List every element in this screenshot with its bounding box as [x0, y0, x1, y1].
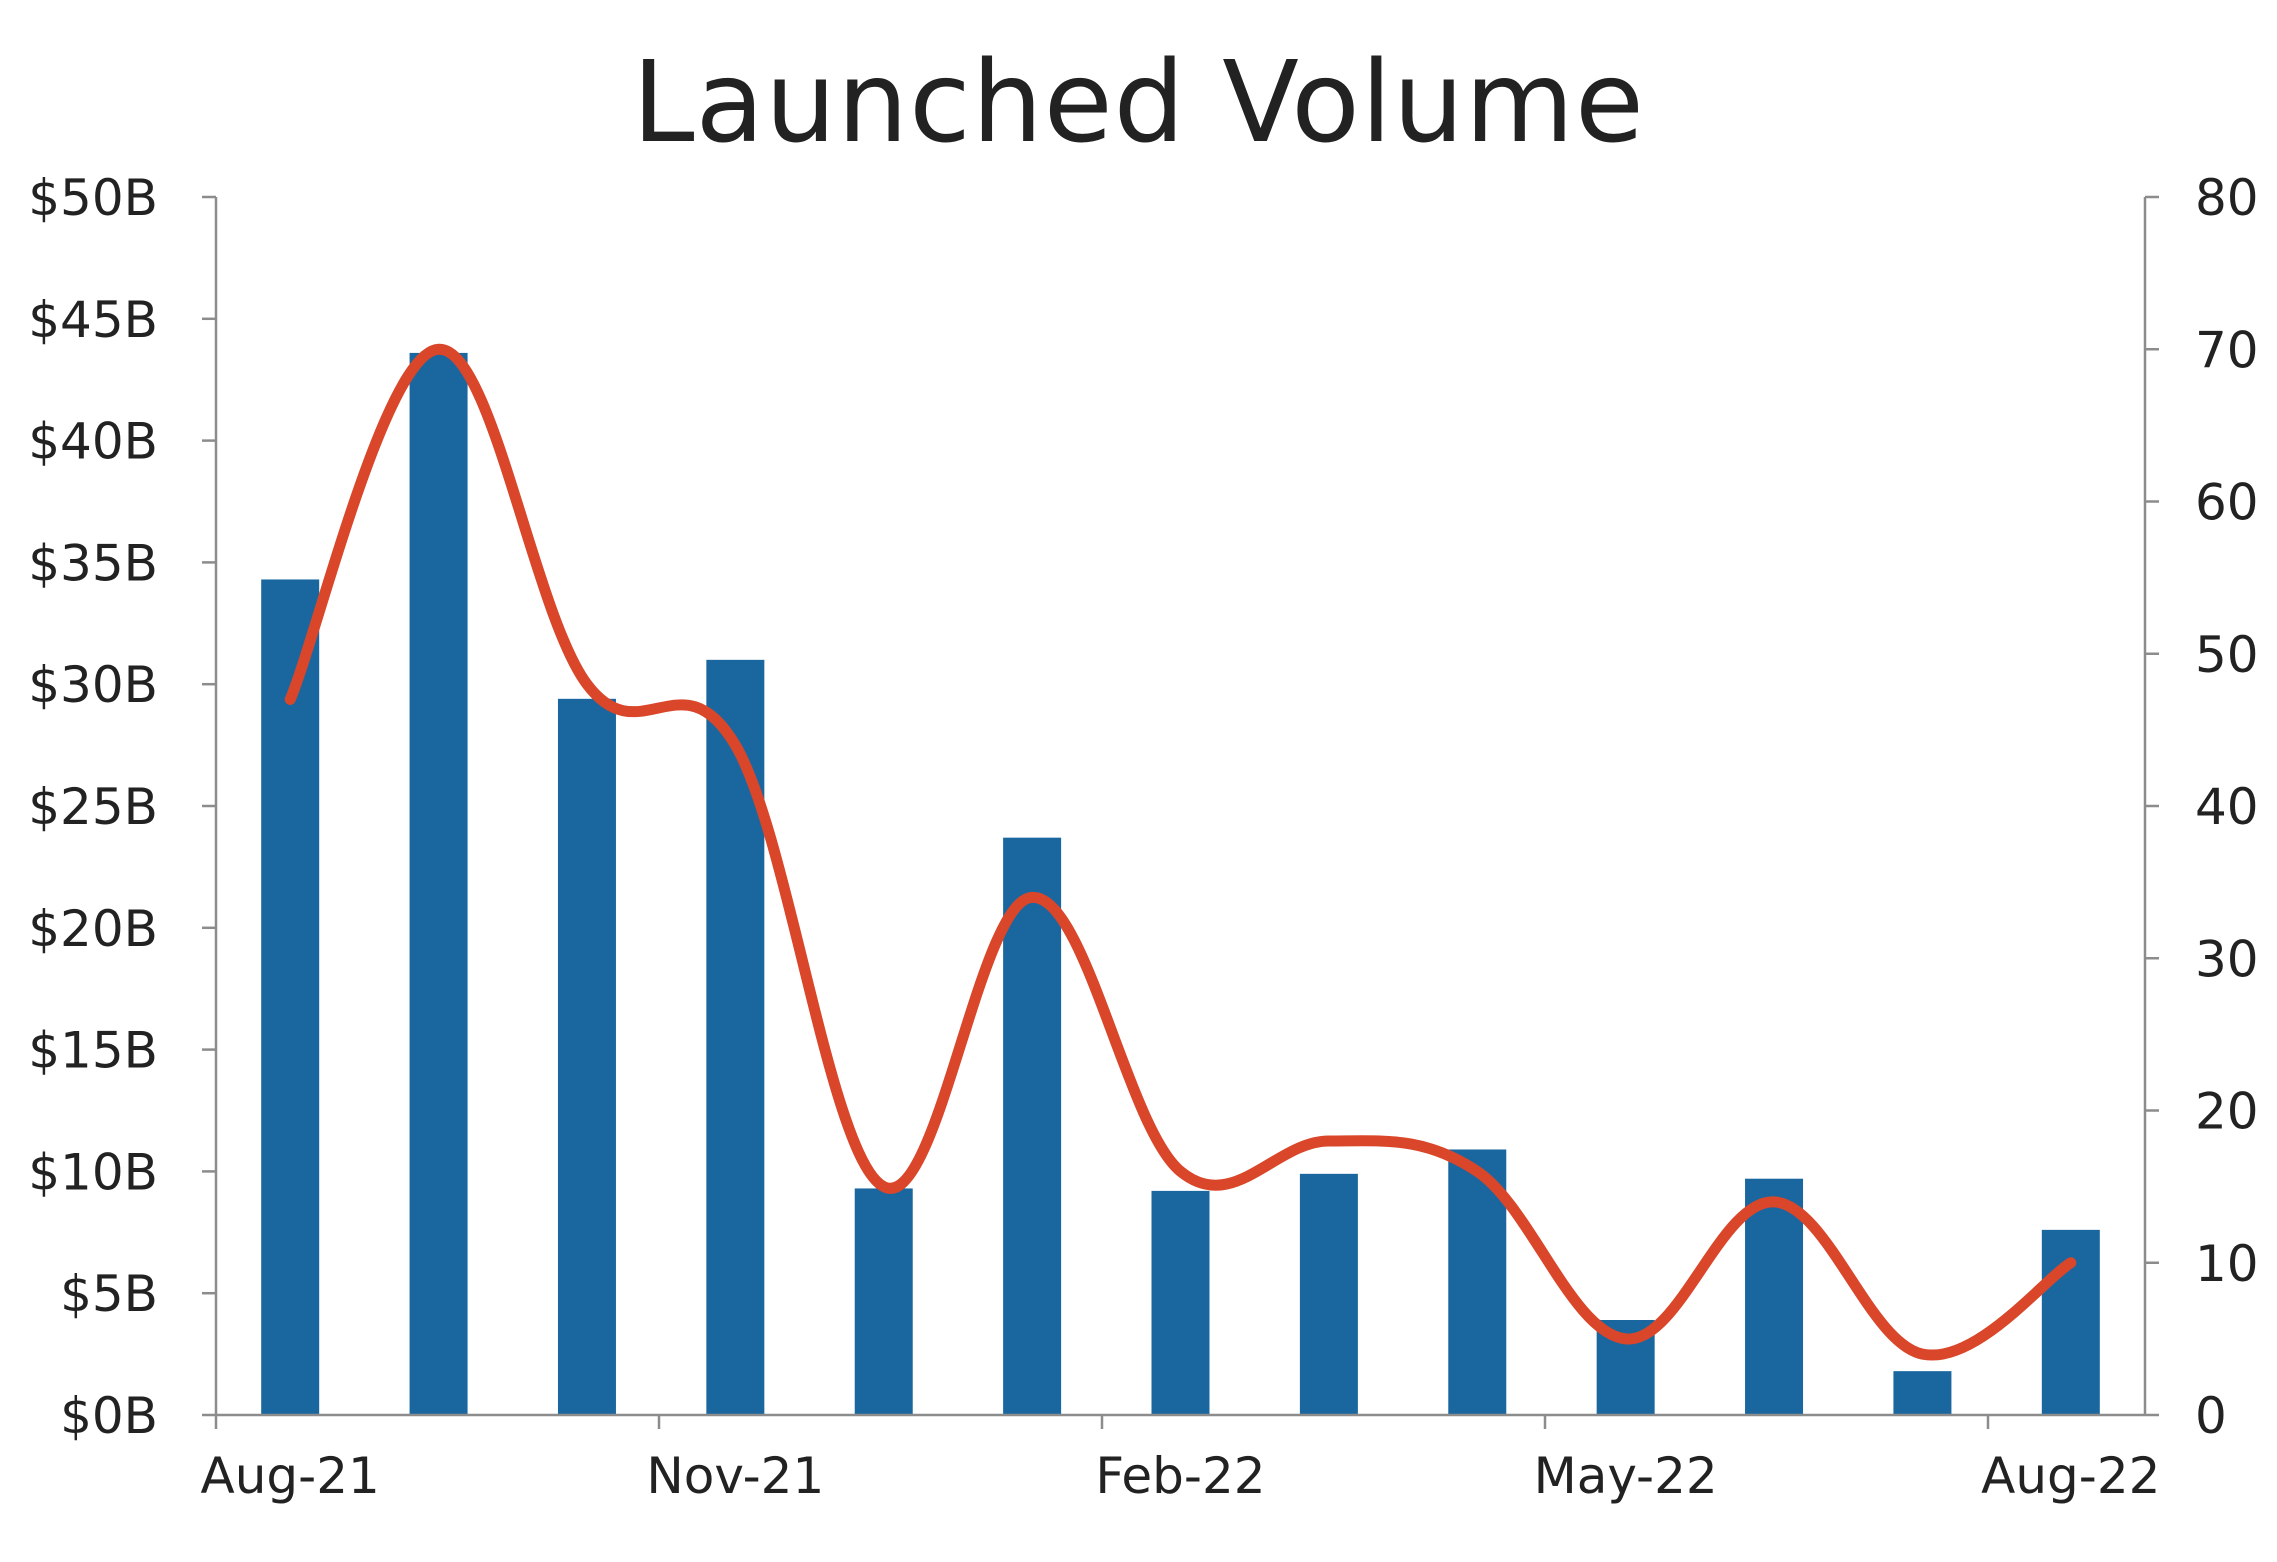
- bar-Sep-21: [409, 352, 468, 1415]
- bar-Mar-22: [1299, 1173, 1358, 1415]
- y-left-tick-label: $10B: [28, 1143, 158, 1201]
- bar-Oct-21: [557, 698, 616, 1415]
- bar-Aug-21: [261, 579, 320, 1415]
- y-right-tick-label: 60: [2195, 474, 2259, 532]
- bar-Jan-22: [1003, 837, 1062, 1415]
- bar-Jun-22: [1745, 1178, 1804, 1415]
- x-tick-label: Nov-21: [646, 1447, 824, 1505]
- y-left-tick-label: $25B: [28, 778, 158, 836]
- x-tick-label: Feb-22: [1095, 1447, 1265, 1505]
- y-left-tick-label: $20B: [28, 900, 158, 958]
- y-left-tick-label: $50B: [28, 169, 158, 227]
- x-tick-label: May-22: [1534, 1447, 1718, 1505]
- chart-title: Launched Volume: [632, 38, 1645, 168]
- bar-Feb-22: [1151, 1190, 1210, 1415]
- x-tick-label: Aug-21: [201, 1447, 380, 1505]
- y-right-tick-label: 0: [2195, 1387, 2227, 1445]
- y-right-tick-label: 30: [2195, 930, 2259, 988]
- line-layer: [284, 343, 2077, 1361]
- y-right-tick-label: 10: [2195, 1235, 2259, 1293]
- x-tick-label: Aug-22: [1981, 1447, 2160, 1505]
- y-left-tick-label: $5B: [60, 1265, 158, 1323]
- y-right-tick-label: 80: [2195, 169, 2259, 227]
- y-left-tick-label: $30B: [28, 656, 158, 714]
- y-right-tick-label: 20: [2195, 1083, 2259, 1141]
- y-right-tick-label: 40: [2195, 778, 2259, 836]
- y-left-tick-label: $35B: [28, 534, 158, 592]
- axes-layer: $0B $5B $10B $15B $20B $25B $30B $35B $40B $45B $5…: [28, 169, 2258, 1505]
- y-right-tick-label: 50: [2195, 626, 2259, 684]
- bars-layer: [261, 352, 2100, 1415]
- bar-Jul-22: [1893, 1371, 1952, 1415]
- bar-Nov-21: [706, 659, 765, 1415]
- y-right-tick-label: 70: [2195, 321, 2259, 379]
- y-left-tick-label: $15B: [28, 1022, 158, 1080]
- y-left-tick-label: $45B: [28, 291, 158, 349]
- y-left-tick-label: $0B: [60, 1387, 158, 1445]
- bar-Dec-21: [854, 1188, 913, 1415]
- y-left-tick-label: $40B: [28, 413, 158, 471]
- count-line: [284, 343, 2077, 1361]
